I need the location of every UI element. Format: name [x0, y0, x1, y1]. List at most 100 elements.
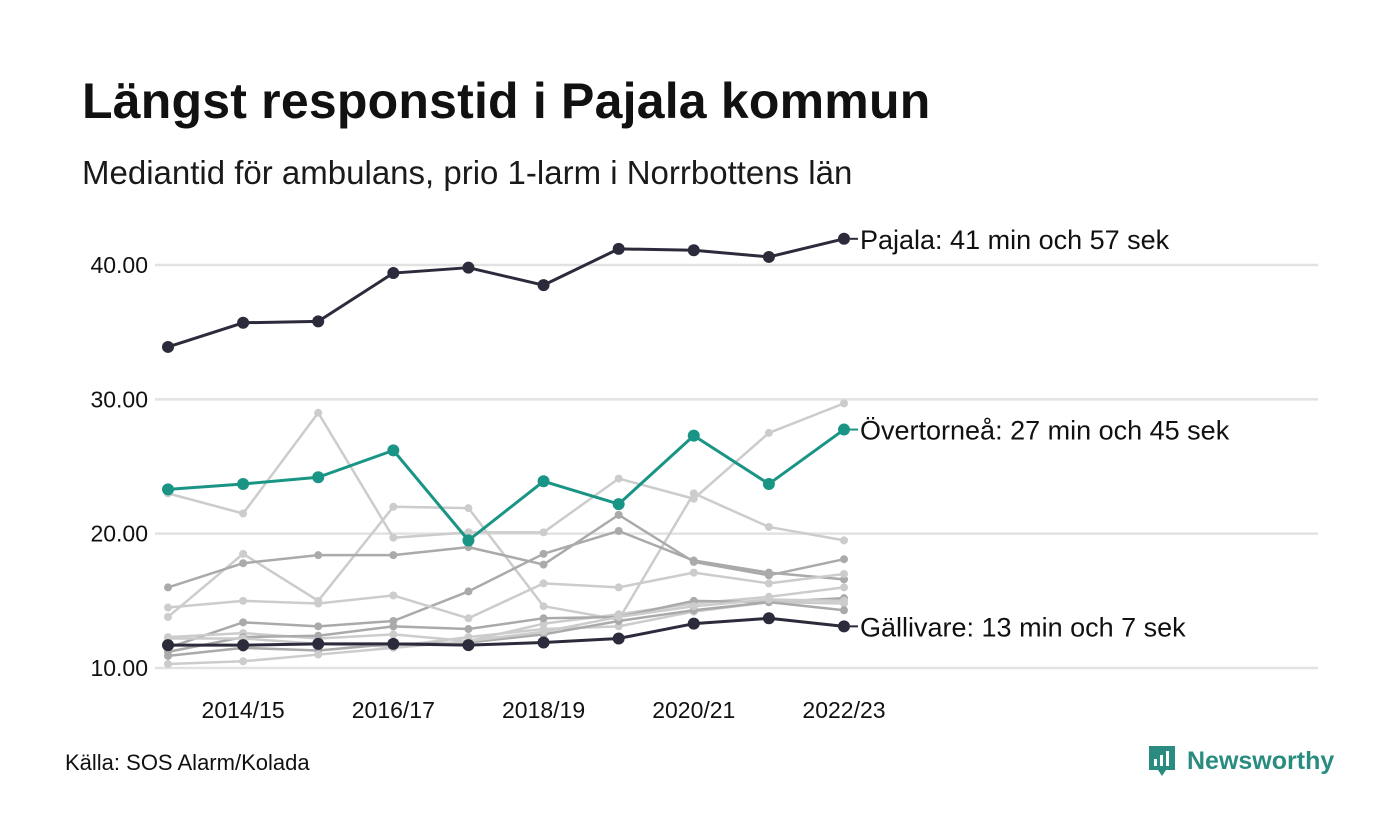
background-series-point	[614, 474, 623, 483]
background-series-point	[389, 630, 398, 639]
series-pajala-point	[312, 315, 325, 328]
background-series-line	[167, 571, 845, 620]
series-gallivare-point	[537, 636, 550, 649]
background-series-point	[840, 569, 848, 578]
x-tick-label: 2014/15	[202, 697, 285, 723]
background-series-point	[689, 568, 698, 577]
background-series-line	[167, 598, 845, 666]
series-gallivare-point	[162, 639, 174, 652]
background-series-point	[464, 528, 473, 537]
background-series-line	[167, 596, 845, 654]
background-series-point	[389, 533, 398, 542]
series-overtornea-point	[312, 471, 325, 484]
series-pajala-point	[462, 261, 475, 274]
background-series-point	[164, 583, 172, 592]
series-pajala-point	[612, 242, 625, 255]
background-series-point	[389, 502, 398, 511]
background-series-point	[239, 549, 248, 558]
series-pajala-point	[838, 232, 850, 245]
x-tick-label: 2018/19	[502, 697, 585, 723]
background-series-point	[689, 489, 698, 498]
background-series-point	[539, 579, 548, 588]
series-overtornea-point	[838, 423, 850, 436]
series-overtornea-point	[687, 429, 700, 442]
series-overtornea-point	[387, 444, 400, 457]
background-series-point	[614, 526, 623, 535]
background-series-point	[689, 556, 698, 565]
background-series-point	[614, 583, 623, 592]
background-series-point	[689, 602, 698, 611]
y-tick-label: 10.00	[90, 655, 148, 681]
background-series-point	[314, 599, 323, 608]
background-series-point	[239, 509, 248, 518]
series-pajala-line	[167, 237, 845, 349]
series-overtornea-point	[462, 534, 475, 547]
background-series-point	[389, 551, 398, 560]
series-overtornea-point	[537, 475, 550, 488]
y-tick-label: 20.00	[90, 521, 148, 547]
background-series-point	[764, 579, 773, 588]
background-series-point	[164, 659, 172, 668]
background-series-point	[539, 614, 548, 623]
series-overtornea-point	[237, 477, 250, 490]
background-series-point	[539, 627, 548, 636]
background-series-point	[239, 618, 248, 627]
series-gallivare-point	[462, 639, 475, 652]
background-series-point	[314, 650, 323, 659]
background-series-point	[614, 510, 623, 519]
chart-title: Längst responstid i Pajala kommun	[82, 73, 931, 129]
background-series-line	[167, 600, 845, 658]
series-gallivare-point	[312, 637, 325, 650]
background-series-point	[314, 551, 323, 560]
x-tick-label: 2022/23	[802, 697, 885, 723]
background-series-point	[614, 612, 623, 621]
chart-subtitle: Mediantid för ambulans, prio 1-larm i No…	[82, 154, 853, 191]
background-series-point	[840, 536, 848, 545]
x-tick-label: 2020/21	[652, 697, 735, 723]
series-overtornea-point	[162, 483, 174, 496]
series-label-pajala: Pajala: 41 min och 57 sek	[860, 225, 1170, 255]
background-series-point	[239, 596, 248, 605]
background-series-point	[764, 522, 773, 531]
background-series-point	[239, 657, 248, 666]
series-gallivare-point	[687, 617, 700, 630]
series-pajala-point	[537, 279, 550, 292]
source-note: Källa: SOS Alarm/Kolada	[65, 750, 310, 775]
brand-name: Newsworthy	[1187, 746, 1335, 775]
background-series-point	[539, 549, 548, 558]
background-series-point	[539, 602, 548, 611]
background-series-point	[164, 603, 172, 612]
newsworthy-logo-icon	[1149, 746, 1175, 776]
series-gallivare-point	[838, 620, 850, 633]
background-series-point	[539, 528, 548, 537]
background-series-point	[239, 559, 248, 568]
series-pajala-point	[237, 316, 250, 329]
series-pajala-point	[162, 340, 174, 353]
series-overtornea-line	[167, 428, 845, 542]
background-series-point	[840, 399, 848, 408]
background-series-point	[840, 583, 848, 592]
background-series-point	[164, 612, 172, 621]
series-gallivare-line	[168, 616, 845, 647]
background-series-line	[167, 492, 845, 621]
background-series-point	[764, 568, 773, 577]
series-overtornea-point	[762, 477, 775, 490]
background-series-point	[764, 428, 773, 437]
background-series-point	[314, 622, 323, 631]
background-series-point	[164, 651, 172, 660]
series-pajala-point	[762, 250, 775, 263]
background-series-point	[389, 622, 398, 631]
background-series-line	[167, 529, 845, 650]
background-series-point	[539, 560, 548, 569]
series-gallivare-point	[237, 639, 250, 652]
series-gallivare-point	[762, 612, 775, 625]
brand-logo: Newsworthy	[1147, 744, 1334, 778]
series-pajala-point	[387, 267, 400, 280]
series-gallivare-point	[612, 632, 625, 645]
background-series-point	[464, 504, 473, 513]
x-tick-label: 2016/17	[352, 697, 435, 723]
background-series-point	[464, 625, 473, 634]
background-series-point	[464, 614, 473, 623]
background-series-line	[167, 513, 845, 589]
background-series-point	[840, 606, 848, 615]
